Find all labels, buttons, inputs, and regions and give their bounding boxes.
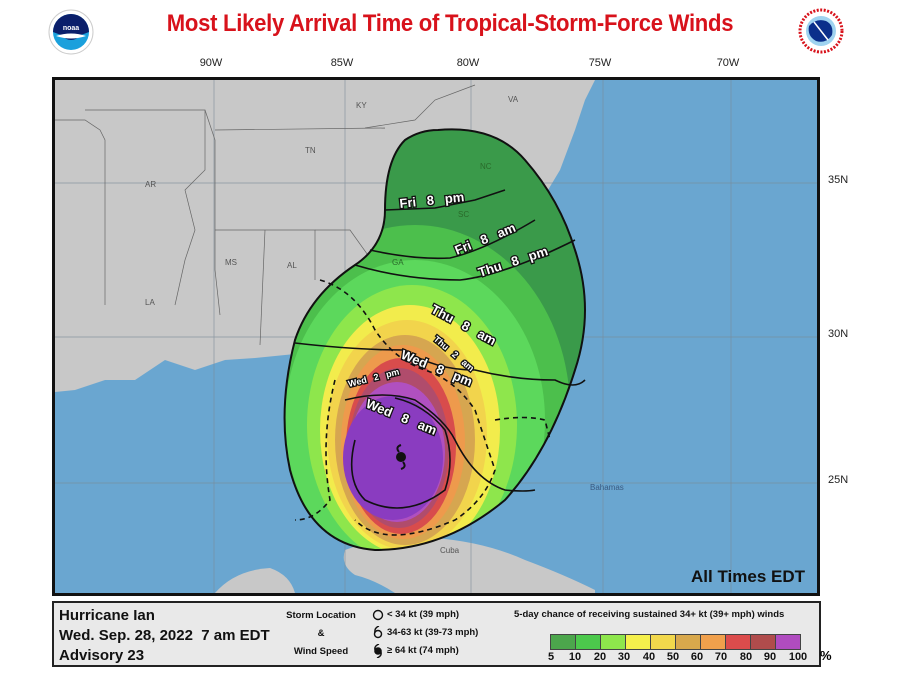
state-labels: KY VA TN AR MS AL LA GA SC NC Bahamas Cu… [145,95,624,555]
lon-label: 80W [456,57,480,69]
scale-swatch [551,635,576,649]
wind-label: ≥ 64 kt (74 mph) [387,645,459,656]
tick-label: 20 [593,651,607,663]
storm-info: Hurricane Ian Wed. Sep. 28, 2022 7 am ED… [59,606,270,666]
probability-cone [284,129,585,550]
state-label: TN [305,146,316,155]
place-label-cuba: Cuba [440,546,460,555]
tick-label: 90 [763,651,777,663]
hurricane-icon [374,644,382,658]
arrival-isochrones [294,189,586,509]
heading-line: Storm Location [286,610,356,621]
storm-location-heading: Storm Location & Wind Speed [280,607,362,661]
state-label: GA [392,258,404,267]
tick-label: 60 [690,651,704,663]
advisory-datetime: Wed. Sep. 28, 2022 7 am EDT [59,627,270,644]
heading-line: & [317,628,325,639]
wind-row: 34-63 kt (39-73 mph) [372,624,478,642]
nws-logo [798,8,844,54]
open-circle-icon [372,609,384,621]
scale-swatch [626,635,651,649]
svg-text:noaa: noaa [63,25,79,32]
tick-label: 30 [617,651,631,663]
percent-unit: % [820,648,832,663]
state-label: MS [225,258,237,267]
page-title: Most Likely Arrival Time of Tropical-Sto… [166,10,734,37]
wind-row: < 34 kt (39 mph) [372,606,478,624]
lat-label: 25N [828,474,849,486]
scale-swatch [751,635,776,649]
state-label: AR [145,180,156,189]
storm-name: Hurricane Ian [59,607,155,624]
scale-swatch [776,635,800,649]
lon-label: 70W [716,57,740,69]
tick-label: 50 [666,651,680,663]
place-label-bahamas: Bahamas [590,483,624,492]
lat-label: 30N [828,328,849,340]
probability-scale-title: 5-day chance of receiving sustained 34+ … [514,609,785,620]
state-label: NC [480,162,492,171]
lat-label: 35N [828,174,849,186]
tick-label: 70 [714,651,728,663]
tick-label: 10 [568,651,582,663]
heading-line: Wind Speed [293,646,349,657]
scale-swatch [601,635,626,649]
state-label: LA [145,298,155,307]
tick-label: 40 [642,651,656,663]
time-zone-note: All Times EDT [691,567,805,586]
wind-row: ≥ 64 kt (74 mph) [372,642,478,660]
map-canvas: KY VA TN AR MS AL LA GA SC NC Bahamas Cu… [55,80,817,593]
probability-color-scale [550,634,801,650]
noaa-logo: noaa [48,9,94,55]
wind-label: < 34 kt (39 mph) [387,609,460,620]
hurricane-icon[interactable] [396,444,406,470]
lon-label: 90W [199,57,223,69]
scale-swatch [651,635,676,649]
scale-swatch [726,635,751,649]
wind-speed-legend: < 34 kt (39 mph) 34-63 kt (39-73 mph) ≥ … [372,606,478,660]
scale-swatch [576,635,601,649]
state-label: VA [508,95,519,104]
state-label: KY [356,101,367,110]
scale-swatch [676,635,701,649]
wind-label: 34-63 kt (39-73 mph) [387,627,479,638]
lon-label: 75W [588,57,612,69]
tropical-storm-icon [373,626,383,639]
state-label: AL [287,261,297,270]
state-label: SC [458,210,469,219]
tick-label: 5 [547,651,555,663]
scale-swatch [701,635,726,649]
lon-label: 85W [330,57,354,69]
land-cuba [343,537,595,593]
forecast-map[interactable]: KY VA TN AR MS AL LA GA SC NC Bahamas Cu… [52,77,820,596]
legend-panel: Hurricane Ian Wed. Sep. 28, 2022 7 am ED… [52,601,832,667]
tick-label: 80 [739,651,753,663]
tick-label: 100 [788,651,808,663]
advisory-number: Advisory 23 [59,647,145,664]
